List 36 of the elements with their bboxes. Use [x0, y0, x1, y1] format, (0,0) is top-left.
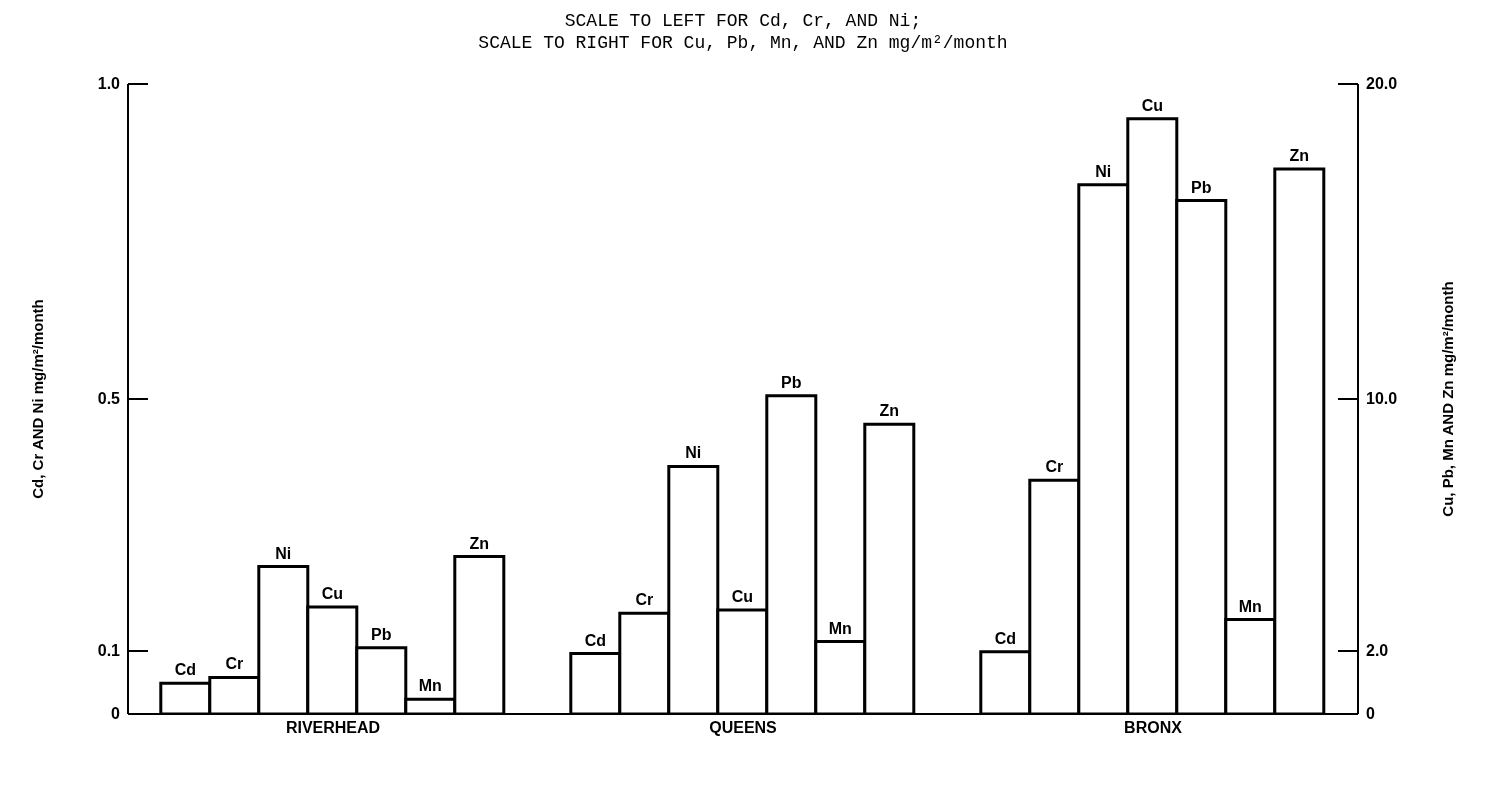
series-label: Ni [275, 544, 292, 562]
text: Pb [781, 373, 802, 391]
series-label: Mn [418, 677, 442, 695]
y2-tick-label: 10.0 [1366, 390, 1398, 407]
text: Mn [828, 619, 852, 637]
text: Zn [879, 402, 900, 420]
text: Mn [1238, 597, 1262, 615]
text: Pb [1191, 178, 1212, 196]
text: Cd [994, 629, 1016, 647]
text: Zn [1289, 147, 1310, 165]
text: Cu [1141, 96, 1163, 114]
text: Cr [1045, 458, 1064, 476]
series-label: Pb [371, 625, 392, 643]
series-label: Zn [469, 534, 490, 552]
series-label: Cr [225, 655, 244, 673]
series-label: Cu [321, 584, 343, 602]
chart-subtitle: SCALE TO RIGHT FOR Cu, Pb, Mn, AND Zn mg/m²/month [477, 32, 1009, 54]
y2-axis-title: Cu, Pb, Mn AND Zn mg/m²/month [1439, 281, 1457, 517]
x-tick-label: QUEENS [709, 719, 778, 737]
series-label: Cd [174, 661, 196, 679]
text: Ni [1095, 162, 1112, 180]
text: Cd [584, 631, 606, 649]
x-tick-label: BRONX [1124, 719, 1183, 737]
y2-tick-label: 2.0 [1366, 642, 1389, 659]
y-tick-label: 0.1 [97, 642, 121, 659]
text: Cu [731, 588, 753, 606]
chart-title: SCALE TO LEFT FOR Cd, Cr, AND Ni; [563, 10, 923, 32]
y-tick-label: 0 [111, 705, 121, 722]
text: Ni [685, 444, 702, 462]
x-tick-label: RIVERHEAD [285, 719, 381, 737]
y-axis-title: Cd, Cr AND Ni mg/m²/month [29, 299, 47, 499]
y2-tick-label: 0 [1366, 705, 1375, 722]
text: Cr [635, 591, 654, 609]
y2-tick-label: 20.0 [1366, 75, 1398, 92]
y-tick-label: 0.5 [97, 390, 121, 407]
y-tick-label: 1.0 [97, 75, 121, 92]
